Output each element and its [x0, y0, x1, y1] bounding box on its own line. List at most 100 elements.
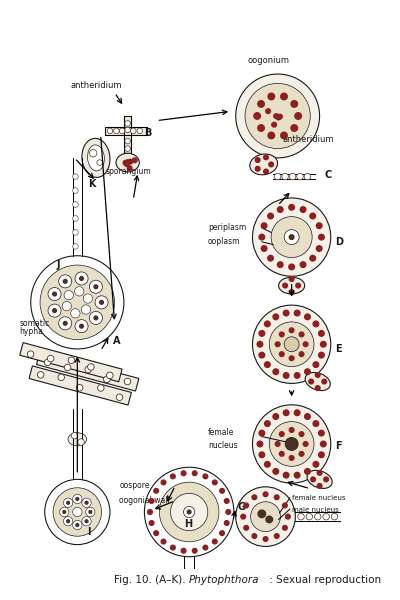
Circle shape	[259, 352, 265, 358]
Circle shape	[296, 283, 300, 288]
Circle shape	[83, 294, 92, 303]
Circle shape	[104, 376, 110, 383]
Circle shape	[273, 414, 278, 419]
Circle shape	[320, 341, 326, 347]
Circle shape	[257, 341, 263, 347]
Circle shape	[280, 332, 284, 337]
Circle shape	[224, 521, 229, 526]
Circle shape	[53, 488, 102, 536]
Circle shape	[258, 101, 264, 107]
Circle shape	[258, 125, 264, 131]
Circle shape	[48, 287, 61, 301]
Circle shape	[285, 437, 298, 451]
Circle shape	[73, 494, 82, 503]
Circle shape	[300, 262, 306, 268]
Circle shape	[313, 362, 319, 367]
Circle shape	[64, 290, 74, 300]
Circle shape	[289, 235, 294, 239]
Circle shape	[148, 509, 152, 514]
Circle shape	[125, 121, 130, 126]
Circle shape	[299, 452, 304, 456]
Text: A: A	[113, 337, 120, 346]
Circle shape	[282, 503, 287, 508]
Circle shape	[37, 371, 44, 378]
Circle shape	[154, 488, 158, 493]
Circle shape	[272, 122, 276, 127]
Circle shape	[282, 173, 288, 180]
Circle shape	[170, 474, 175, 479]
Circle shape	[73, 202, 78, 207]
Circle shape	[283, 373, 289, 378]
Circle shape	[269, 162, 274, 167]
Circle shape	[144, 467, 234, 557]
Circle shape	[289, 264, 294, 270]
Circle shape	[78, 439, 84, 445]
Circle shape	[289, 328, 294, 332]
Circle shape	[252, 533, 257, 538]
Circle shape	[59, 275, 72, 288]
Circle shape	[80, 277, 83, 280]
Circle shape	[64, 498, 73, 508]
Circle shape	[273, 469, 278, 474]
Circle shape	[125, 160, 130, 165]
Circle shape	[44, 359, 51, 365]
Text: F: F	[336, 441, 342, 451]
Circle shape	[127, 166, 132, 170]
Circle shape	[90, 149, 97, 157]
Circle shape	[85, 366, 92, 373]
Circle shape	[63, 280, 67, 283]
Circle shape	[192, 471, 197, 476]
Circle shape	[261, 223, 267, 229]
Circle shape	[294, 472, 300, 478]
Circle shape	[114, 128, 119, 134]
Circle shape	[305, 314, 310, 320]
Circle shape	[252, 405, 331, 483]
Circle shape	[149, 499, 154, 503]
Circle shape	[274, 533, 279, 538]
Circle shape	[266, 109, 270, 113]
Ellipse shape	[250, 154, 278, 175]
Circle shape	[289, 290, 294, 295]
Circle shape	[268, 132, 274, 139]
Circle shape	[125, 146, 130, 151]
Circle shape	[82, 517, 91, 526]
Circle shape	[324, 477, 328, 482]
Circle shape	[76, 524, 79, 526]
Circle shape	[295, 113, 302, 119]
Circle shape	[94, 285, 98, 289]
Circle shape	[236, 74, 320, 158]
Text: H: H	[184, 519, 193, 529]
Circle shape	[245, 83, 310, 149]
Circle shape	[73, 244, 78, 249]
Circle shape	[322, 379, 326, 384]
Circle shape	[310, 213, 316, 219]
Polygon shape	[20, 343, 122, 382]
Circle shape	[271, 217, 312, 257]
Circle shape	[98, 385, 104, 391]
Circle shape	[64, 517, 73, 526]
Circle shape	[259, 452, 265, 458]
Circle shape	[297, 173, 303, 180]
Circle shape	[274, 495, 279, 500]
Ellipse shape	[88, 145, 104, 171]
Circle shape	[203, 474, 208, 479]
Circle shape	[284, 337, 299, 352]
Circle shape	[289, 455, 294, 460]
Circle shape	[310, 256, 316, 261]
Circle shape	[289, 277, 294, 281]
Ellipse shape	[278, 277, 305, 294]
Circle shape	[286, 514, 290, 519]
Circle shape	[73, 215, 78, 221]
Circle shape	[31, 256, 124, 349]
Circle shape	[45, 479, 110, 545]
Circle shape	[75, 287, 84, 296]
Text: J: J	[57, 260, 60, 270]
Circle shape	[154, 531, 158, 535]
Text: I: I	[87, 527, 90, 538]
Polygon shape	[36, 352, 139, 391]
Circle shape	[220, 531, 224, 535]
Circle shape	[294, 410, 300, 416]
Circle shape	[283, 472, 289, 478]
Circle shape	[299, 432, 304, 436]
Text: nucleus: nucleus	[208, 442, 237, 451]
